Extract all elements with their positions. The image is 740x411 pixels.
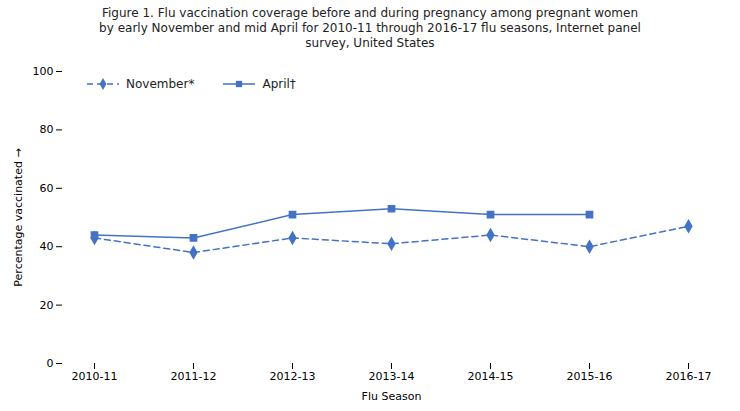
svg-text:2010-11: 2010-11 (72, 370, 118, 383)
svg-text:60: 60 (40, 182, 54, 195)
svg-text:2014-15: 2014-15 (468, 370, 514, 383)
html-text:November*: November* (126, 77, 195, 91)
html-text:survey, United States: survey, United States (305, 36, 435, 50)
svg-text:2016-17: 2016-17 (666, 370, 712, 383)
svg-text:2011-12: 2011-12 (171, 370, 217, 383)
svg-text:2012-13: 2012-13 (270, 370, 316, 383)
svg-text:Flu Season: Flu Season (362, 390, 422, 403)
svg-text:2013-14: 2013-14 (369, 370, 415, 383)
svg-text:80: 80 (40, 123, 54, 136)
svg-text:20: 20 (40, 299, 54, 312)
svg-text:2015-16: 2015-16 (567, 370, 613, 383)
html-text:by early November and mid Apri: by early November and mid April for 2010… (99, 21, 641, 35)
svg-text:Percentage vaccinated →: Percentage vaccinated → (12, 148, 25, 286)
svg-text:0: 0 (47, 357, 54, 370)
html-text:Figure 1. Flu vaccination cove: Figure 1. Flu vaccination coverage befor… (102, 6, 638, 20)
svg-text:100: 100 (33, 65, 54, 78)
html-text:April†: April† (262, 77, 296, 91)
svg-text:40: 40 (40, 240, 54, 253)
